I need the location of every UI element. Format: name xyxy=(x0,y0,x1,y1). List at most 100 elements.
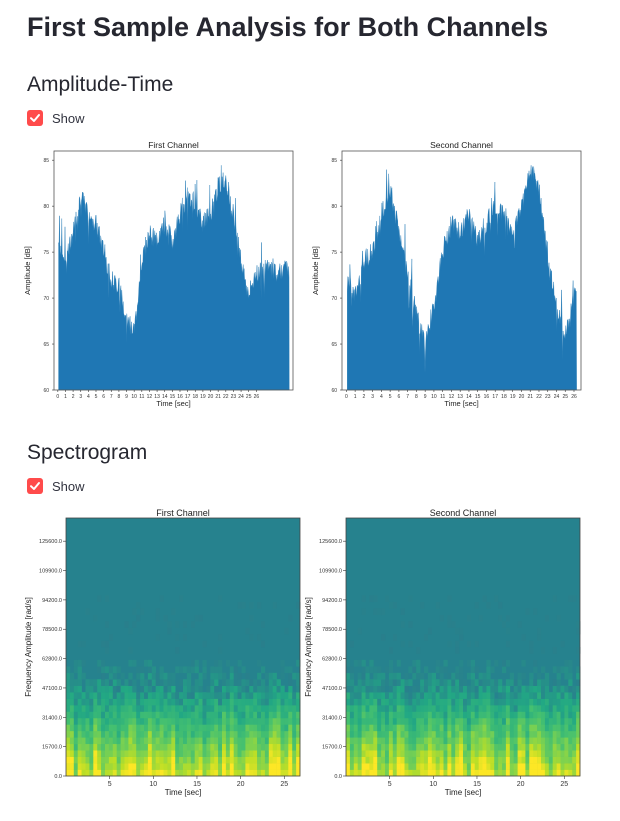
spectrogram-cell xyxy=(183,666,188,674)
spectrogram-cell xyxy=(171,737,176,745)
spectrogram-cell xyxy=(175,737,180,745)
spectrogram-cell xyxy=(206,711,211,719)
spectrogram-cell xyxy=(349,692,355,699)
spectrogram-cell xyxy=(296,692,301,699)
spectrogram-cell xyxy=(124,743,129,751)
spectrogram-cell xyxy=(171,724,176,732)
spectrogram-cell xyxy=(482,679,487,686)
spectrogram-cell xyxy=(548,743,553,751)
spectrogram-cell xyxy=(120,705,125,712)
spectrogram-cell xyxy=(474,666,479,674)
spectrogram-cell xyxy=(101,711,106,719)
spectrogram-cell xyxy=(509,743,514,751)
spectrogram-cell xyxy=(400,705,405,712)
spectrogram-cell xyxy=(108,769,114,777)
spectrogram-cell xyxy=(147,730,153,738)
spectrogram-cell xyxy=(284,724,289,732)
spectrogram-show-checkbox[interactable]: Show xyxy=(27,476,85,496)
spectrogram-cell xyxy=(186,769,192,777)
spectrogram-cell xyxy=(361,692,366,699)
spectrogram-cell xyxy=(576,717,581,725)
spectrogram-cell xyxy=(89,717,94,725)
spectrogram-cell xyxy=(396,705,401,712)
spectrogram-cell xyxy=(552,763,557,770)
spectrogram-cell xyxy=(268,743,273,751)
spectrogram-cell xyxy=(416,743,421,751)
spectrogram-cell xyxy=(490,717,495,725)
spectrogram-cell xyxy=(353,698,358,706)
spectrogram-cell xyxy=(175,698,180,706)
x-tick-label: 1 xyxy=(354,394,357,400)
spectrogram-cell xyxy=(253,711,258,719)
spectrogram-cell xyxy=(206,705,211,712)
spectrogram-cell xyxy=(408,717,413,725)
y-tick-label: 70 xyxy=(331,296,337,302)
spectrogram-cell xyxy=(276,756,281,764)
spectrogram-cell xyxy=(482,692,487,699)
spectrogram-cell xyxy=(69,750,75,757)
spectrogram-cell xyxy=(186,666,192,674)
spectrogram-cell xyxy=(167,705,172,712)
spectrogram-cell xyxy=(552,679,557,686)
spectrogram-cell xyxy=(572,711,577,719)
spectrogram-cell xyxy=(194,705,199,712)
spectrogram-cell xyxy=(105,692,110,699)
spectrogram-cell xyxy=(490,692,495,699)
spectrogram-cell xyxy=(214,659,219,667)
spectrogram-cell xyxy=(292,692,297,699)
spectrogram-cell xyxy=(194,659,199,667)
spectrogram-cell xyxy=(482,705,487,712)
spectrogram-cell xyxy=(548,698,553,706)
spectrogram-cell xyxy=(451,679,456,686)
y-tick-label: 109900.0 xyxy=(39,569,62,575)
amplitude-show-checkbox[interactable]: Show xyxy=(27,108,85,128)
spectrogram-cell xyxy=(494,763,499,770)
spectrogram-cell xyxy=(190,621,195,628)
spectrogram-cell xyxy=(175,705,180,712)
spectrogram-cell xyxy=(369,724,374,732)
spectrogram-cell xyxy=(261,705,266,712)
spectrogram-cell xyxy=(144,750,149,757)
spectrogram-cell xyxy=(249,692,254,699)
spectrogram-cell xyxy=(190,717,195,725)
spectrogram-cell xyxy=(116,743,121,751)
spectrogram-cell xyxy=(474,737,479,745)
spectrogram-cell xyxy=(392,679,397,686)
spectrogram-cell xyxy=(420,763,425,770)
spectrogram-cell xyxy=(443,685,448,693)
spectrogram-cell xyxy=(171,685,176,693)
spectrogram-cell xyxy=(218,666,223,674)
spectrogram-cell xyxy=(147,724,153,732)
spectrogram-cell xyxy=(349,730,355,738)
spectrogram-cell xyxy=(116,724,121,732)
spectrogram-cell xyxy=(431,685,436,693)
spectrogram-cell xyxy=(502,692,507,699)
spectrogram-cell xyxy=(206,698,211,706)
spectrogram-cell xyxy=(537,679,542,686)
spectrogram-cell xyxy=(365,698,370,706)
spectrogram-cell xyxy=(249,743,254,751)
spectrogram-cell xyxy=(381,769,386,777)
spectrogram-cell xyxy=(470,711,475,719)
spectrogram-cell xyxy=(268,717,273,725)
spectrogram-cell xyxy=(435,724,440,732)
spectrogram-cell xyxy=(459,698,464,706)
x-tick-label: 25 xyxy=(246,394,252,400)
spectrogram-cell xyxy=(155,679,160,686)
spectrogram-cell xyxy=(140,608,145,616)
spectrogram-cell xyxy=(381,672,386,680)
x-tick-label: 0 xyxy=(56,394,59,400)
spectrogram-cell xyxy=(249,769,254,777)
spectrogram-cell xyxy=(167,692,172,699)
spectrogram-cell xyxy=(233,698,238,706)
spectrogram-cell xyxy=(147,743,153,751)
spectrogram-cell xyxy=(296,601,301,609)
spectrogram-cell xyxy=(97,737,102,745)
spectrogram-cell xyxy=(572,698,577,706)
spectrogram-cell xyxy=(349,640,355,648)
spectrogram-cell xyxy=(459,756,464,764)
spectrogram-cell xyxy=(89,763,94,770)
spectrogram-cell xyxy=(136,672,141,680)
spectrogram-cell xyxy=(93,730,98,738)
spectrogram-cell xyxy=(478,717,483,725)
